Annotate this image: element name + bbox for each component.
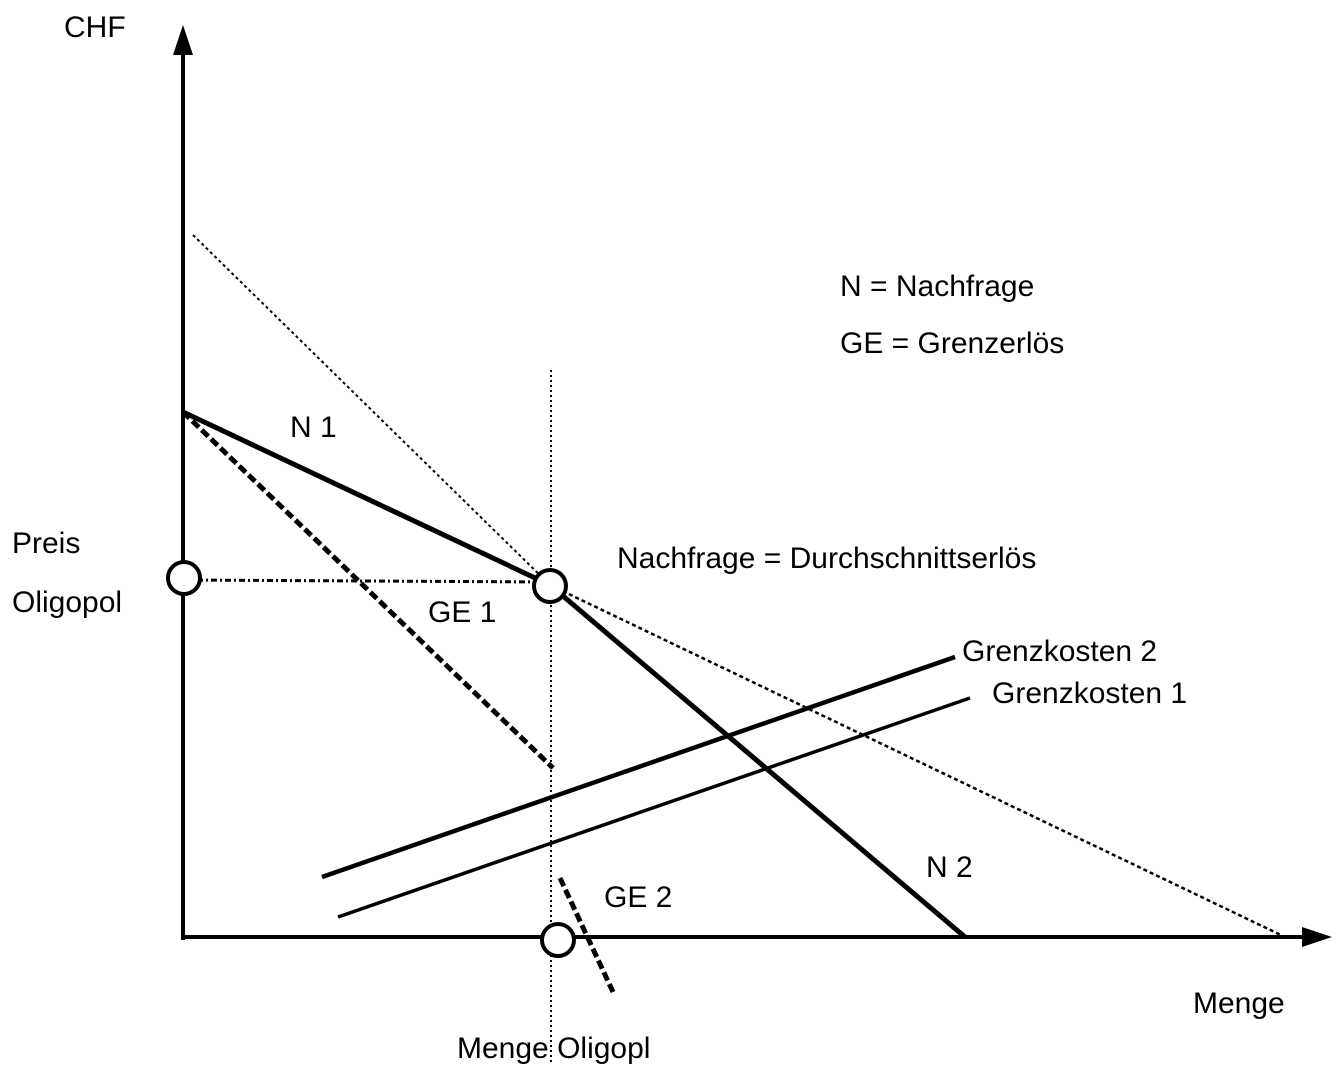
curve-label: Nachfrage = Durchschnittserlös	[617, 542, 1036, 575]
mr-ge1	[181, 410, 555, 770]
mr-ge2	[557, 876, 616, 994]
quantity-point	[540, 922, 576, 958]
curve-label: GE 2	[604, 881, 672, 914]
curve-label: Grenzkosten 2	[962, 635, 1157, 668]
kink-point	[532, 568, 568, 604]
quantity-label: Menge Oligopl	[457, 1032, 650, 1065]
x-arrow	[1302, 927, 1332, 947]
x-axis-label: Menge	[1193, 987, 1285, 1020]
curve-label: N 1	[290, 411, 337, 444]
demand-n1	[181, 409, 552, 588]
demand-extension	[549, 583, 1286, 939]
mc2	[321, 654, 956, 880]
curve-label: Grenzkosten 1	[992, 677, 1187, 710]
demand-n2	[548, 583, 967, 939]
legend-text: N = Nachfrage	[840, 270, 1034, 303]
price-point	[166, 560, 202, 596]
curve-label: N 2	[926, 851, 973, 884]
mc1	[337, 696, 971, 919]
demand-extension	[192, 234, 551, 586]
legend-text: GE = Grenzerlös	[840, 327, 1064, 360]
price-label: Oligopol	[12, 586, 122, 619]
price-label: Preis	[12, 527, 80, 560]
curve-label: GE 1	[428, 596, 496, 629]
y-axis-label: CHF	[64, 11, 126, 44]
price-line	[182, 578, 551, 584]
y-arrow	[173, 25, 193, 55]
